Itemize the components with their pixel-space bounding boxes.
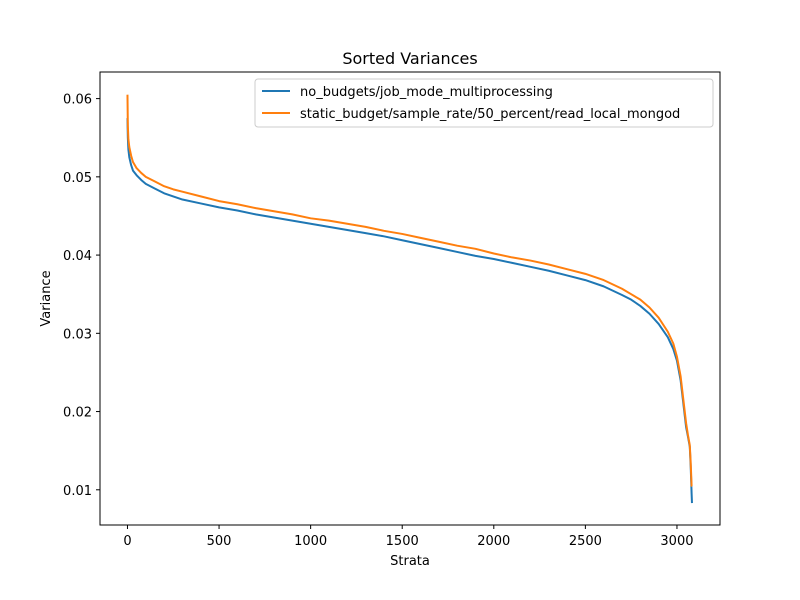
- x-tick-label: 3000: [660, 534, 693, 549]
- x-axis-label: Strata: [390, 554, 430, 569]
- x-tick-label: 500: [207, 534, 232, 549]
- y-axis: 0.01 0.02 0.03 0.04 0.05 0.06: [63, 93, 100, 499]
- series-line-2: [126, 94, 693, 487]
- y-tick-label: 0.02: [63, 406, 92, 421]
- legend-box: [254, 78, 714, 128]
- series-line-1: [126, 118, 693, 504]
- legend-label-series-1: no_budgets/job_mode_multiprocessing: [300, 85, 553, 100]
- x-tick-label: 2500: [569, 534, 602, 549]
- x-axis: 0 500 1000 1500 2000 2500 3000: [123, 525, 694, 549]
- y-tick-label: 0.04: [63, 249, 92, 264]
- y-tick-label: 0.01: [63, 484, 92, 499]
- plot-frame: [99, 71, 721, 526]
- x-tick-label: 1000: [294, 534, 327, 549]
- x-tick-label: 0: [123, 534, 131, 549]
- legend-label-series-2: static_budget/sample_rate/50_percent/rea…: [300, 107, 680, 122]
- y-tick-label: 0.05: [63, 171, 92, 186]
- x-tick-label: 1500: [386, 534, 419, 549]
- x-tick-label: 2000: [477, 534, 510, 549]
- chart-title: Sorted Variances: [342, 49, 477, 68]
- y-tick-label: 0.03: [63, 327, 92, 342]
- y-axis-label: Variance: [39, 270, 54, 326]
- plot-lines: [126, 94, 693, 504]
- y-tick-label: 0.06: [63, 93, 92, 108]
- legend: no_budgets/job_mode_multiprocessing stat…: [254, 78, 714, 128]
